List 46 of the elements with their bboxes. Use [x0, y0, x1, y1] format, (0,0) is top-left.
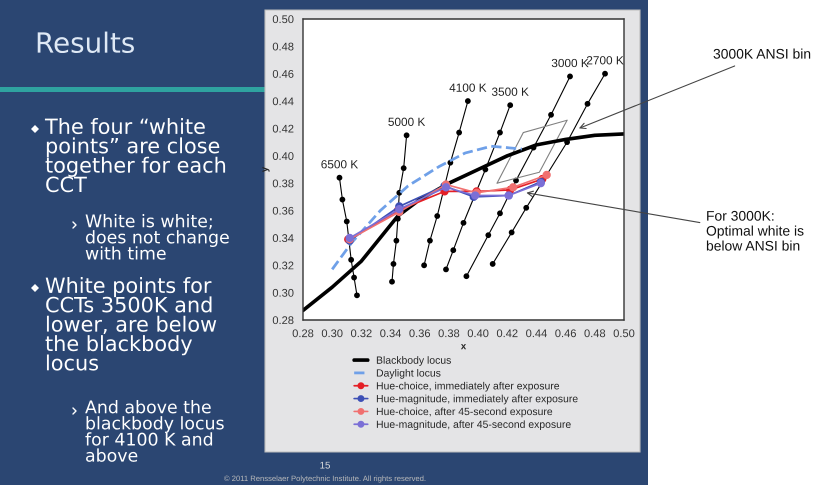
x-tick-label: 0.48: [584, 329, 606, 338]
annotation: 3000 K: [552, 58, 589, 68]
annotation: 6500 K: [321, 160, 358, 168]
x-tick-label: 0.38: [438, 329, 460, 338]
x-tick-label: 0.40: [468, 329, 488, 338]
text: And above the blackbody locus for 4100 K and above: [85, 400, 224, 462]
y-tick-label: 0.50: [272, 15, 294, 24]
y-tick-label: 0.44: [272, 97, 294, 106]
text: 15: [320, 462, 330, 469]
text: White points for CCTs 3500K and lower, are below the blackbody locus: [46, 277, 216, 371]
annotation: 5000 K: [388, 118, 426, 126]
y-tick-label: 0.28: [272, 316, 294, 324]
chart-title: Results: [38, 32, 134, 54]
x-tick-label: 0.30: [322, 329, 343, 338]
text: White is white; does not change with time: [86, 214, 229, 260]
y-tick-label: 0.32: [272, 262, 294, 270]
legend-label: Hue-choice, after 45-second exposure: [376, 408, 552, 418]
annotation: For 3000K: Optimal white is below ANSI bin: [706, 210, 804, 251]
legend-label: Hue-magnitude, immediately after exposure: [376, 394, 578, 404]
annotation: 2700 K: [586, 56, 624, 64]
x-tick-label: 0.28: [292, 329, 314, 338]
x-tick-label: 0.46: [555, 329, 576, 338]
legend-label: Hue-choice, immediately after exposure: [376, 382, 560, 392]
legend-label: Hue-magnitude, after 45-second exposure: [376, 420, 571, 430]
annotation: 4100 K: [449, 83, 486, 92]
y-tick-label: 0.38: [272, 179, 294, 188]
annotation: 3000K ANSI bin: [714, 48, 810, 59]
y-tick-label: 0.34: [272, 234, 294, 242]
x-tick-label: 0.32: [350, 329, 372, 338]
x-tick-label: 0.42: [496, 329, 518, 338]
x-tick-label: 0.36: [409, 329, 430, 338]
x-axis-title: x: [460, 344, 466, 350]
legend-label: Daylight locus: [376, 369, 441, 379]
y-tick-label: 0.42: [272, 124, 294, 133]
x-tick-label: 0.50: [614, 329, 634, 338]
y-tick-label: 0.40: [272, 152, 294, 160]
legend-label: Blackbody locus: [376, 356, 451, 366]
y-tick-label: 0.36: [272, 206, 294, 215]
text: The four “white points” are close together for each CCT: [44, 118, 226, 192]
x-tick-label: 0.44: [526, 329, 547, 338]
y-tick-label: 0.30: [272, 288, 294, 297]
y-tick-label: 0.46: [272, 70, 294, 78]
y-tick-label: 0.48: [272, 42, 294, 50]
annotation: 3500 K: [492, 88, 529, 96]
y-axis-title: y: [262, 166, 270, 172]
x-tick-label: 0.34: [380, 329, 402, 338]
